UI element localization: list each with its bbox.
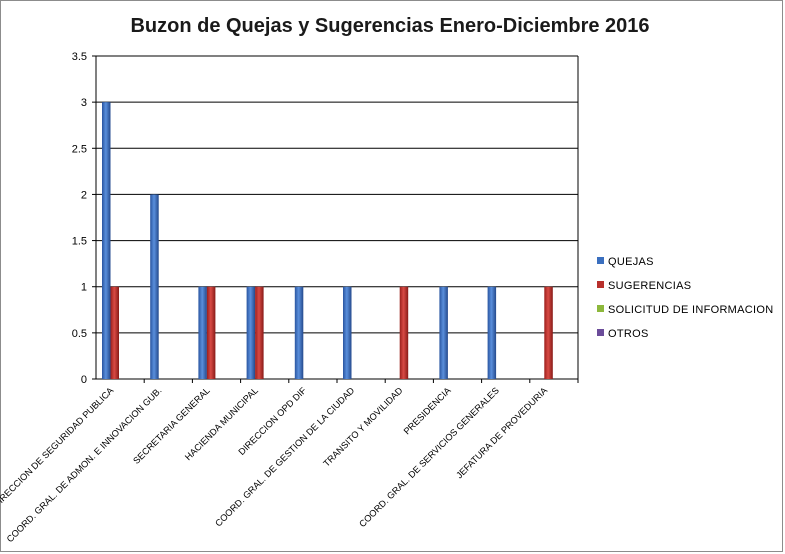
y-tick-label: 0.5 (72, 328, 87, 340)
y-axis-ticks: 0 0.5 1 1.5 2 2.5 3 3.5 (72, 51, 87, 386)
bar-quejas-1 (102, 102, 111, 380)
legend-label: QUEJAS (608, 256, 654, 268)
bar-sugerencias-7 (399, 286, 409, 379)
y-tick-label: 0 (81, 374, 87, 386)
legend-swatch-quejas (597, 257, 604, 264)
chart-title: Buzon de Quejas y Sugerencias Enero-Dici… (130, 15, 649, 37)
x-category-label: TRANSITO Y MOVILIDAD (321, 385, 405, 469)
bar-sugerencias-10 (544, 286, 553, 379)
x-category-label: JEFATURA DE PROVEDURIA (454, 385, 550, 481)
x-category-label: PRESIDENCIA (402, 385, 454, 437)
bar-quejas-4 (246, 286, 256, 379)
y-tick-label: 2.5 (72, 143, 87, 155)
bar-sugerencias-3 (206, 286, 216, 379)
legend-swatch-solicitud-de-informacion (597, 305, 604, 312)
legend-swatch-sugerencias (597, 281, 604, 288)
bar-quejas-3 (198, 286, 207, 379)
bar-quejas-9 (487, 286, 497, 379)
axes (92, 55, 579, 383)
y-tick-label: 2 (81, 189, 87, 201)
bars (102, 102, 553, 380)
bar-sugerencias-4 (255, 286, 264, 379)
y-tick-label: 3.5 (72, 51, 87, 63)
legend-label: SOLICITUD DE INFORMACION (608, 304, 774, 316)
legend-swatch-otros (597, 329, 604, 336)
bar-quejas-5 (294, 286, 304, 379)
bar-sugerencias-1 (110, 286, 119, 379)
legend: QUEJAS SUGERENCIAS SOLICITUD DE INFORMACIO… (597, 256, 774, 340)
bar-quejas-6 (343, 286, 352, 379)
bar-quejas-2 (150, 194, 159, 379)
legend-label: OTROS (608, 328, 649, 340)
y-tick-label: 1.5 (72, 236, 87, 248)
gridlines (96, 55, 578, 380)
y-tick-label: 1 (81, 282, 87, 294)
legend-label: SUGERENCIAS (608, 280, 691, 292)
bar-quejas-8 (439, 286, 448, 379)
y-tick-label: 3 (81, 97, 87, 109)
